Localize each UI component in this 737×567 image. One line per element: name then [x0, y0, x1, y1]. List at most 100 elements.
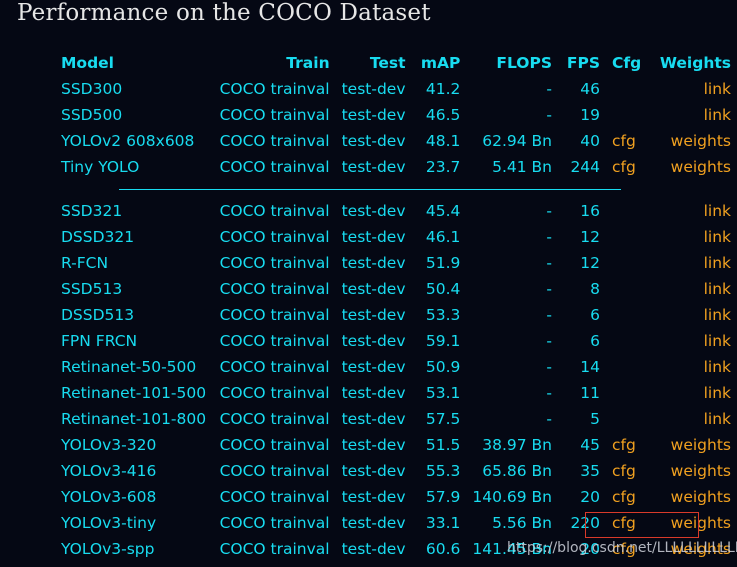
fps-cell: 5: [590, 410, 601, 428]
train-cell: COCO trainval: [219, 306, 330, 324]
cfg-link: [606, 224, 654, 250]
weights-link[interactable]: weights: [670, 488, 731, 506]
map-cell: 50.9: [425, 358, 461, 376]
table-row: Retinanet-101-500 COCO trainval test-dev 53…: [55, 380, 737, 406]
header-weights: Weights: [659, 54, 731, 72]
map-cell: 41.2: [425, 80, 461, 98]
weights-link[interactable]: weights: [670, 462, 731, 480]
map-cell: 46.5: [425, 106, 461, 124]
flops-cell: 38.97 Bn: [482, 436, 553, 454]
flops-cell: 5.41 Bn: [492, 158, 553, 176]
map-cell: 51.9: [425, 254, 461, 272]
weights-link[interactable]: weights: [670, 514, 731, 532]
train-cell: COCO trainval: [219, 106, 330, 124]
flops-cell: 65.86 Bn: [482, 462, 553, 480]
cfg-link: [606, 198, 654, 224]
fps-cell: 46: [580, 80, 601, 98]
cfg-link[interactable]: cfg: [612, 488, 636, 506]
train-cell: COCO trainval: [219, 358, 330, 376]
separator-line: [119, 188, 621, 190]
test-cell: test-dev: [341, 80, 406, 98]
model-cell: FPN FRCN: [61, 332, 138, 350]
train-cell: COCO trainval: [219, 80, 330, 98]
flops-cell: 5.56 Bn: [492, 514, 553, 532]
train-cell: COCO trainval: [219, 410, 330, 428]
test-cell: test-dev: [341, 132, 406, 150]
flops-cell: 141.45 Bn: [472, 540, 553, 558]
weights-link[interactable]: weights: [670, 132, 731, 150]
train-cell: COCO trainval: [219, 132, 330, 150]
map-cell: 50.4: [425, 280, 461, 298]
weights-link[interactable]: link: [703, 228, 731, 246]
train-cell: COCO trainval: [219, 254, 330, 272]
weights-link[interactable]: link: [703, 306, 731, 324]
flops-cell: -: [546, 384, 553, 402]
table-header-row: Model Train Test mAP FLOPS FPS Cfg Weigh…: [55, 50, 737, 76]
train-cell: COCO trainval: [219, 514, 330, 532]
flops-cell: 62.94 Bn: [482, 132, 553, 150]
map-cell: 46.1: [425, 228, 461, 246]
weights-link[interactable]: link: [703, 106, 731, 124]
test-cell: test-dev: [341, 228, 406, 246]
table-row: YOLOv3-tiny COCO trainval test-dev 33.1 5.56…: [55, 510, 737, 536]
test-cell: test-dev: [341, 280, 406, 298]
header-fps: FPS: [566, 54, 601, 72]
weights-link[interactable]: link: [703, 384, 731, 402]
train-cell: COCO trainval: [219, 280, 330, 298]
cfg-link[interactable]: cfg: [612, 514, 636, 532]
weights-link[interactable]: link: [703, 280, 731, 298]
flops-cell: -: [546, 202, 553, 220]
cfg-link: [606, 406, 654, 432]
weights-link[interactable]: link: [703, 80, 731, 98]
table-row: Tiny YOLO COCO trainval test-dev 23.7 5.41 B…: [55, 154, 737, 180]
fps-cell: 11: [580, 384, 601, 402]
train-cell: COCO trainval: [219, 436, 330, 454]
weights-link[interactable]: weights: [670, 436, 731, 454]
weights-link[interactable]: link: [703, 254, 731, 272]
test-cell: test-dev: [341, 384, 406, 402]
flops-cell: -: [546, 254, 553, 272]
header-map: mAP: [420, 54, 461, 72]
weights-link[interactable]: link: [703, 202, 731, 220]
table-row: YOLOv3-320 COCO trainval test-dev 51.5 38.97…: [55, 432, 737, 458]
test-cell: test-dev: [341, 410, 406, 428]
test-cell: test-dev: [341, 106, 406, 124]
model-cell: Retinanet-101-800: [61, 410, 207, 428]
performance-table: Model Train Test mAP FLOPS FPS Cfg Weigh…: [55, 50, 737, 562]
cfg-link: [606, 380, 654, 406]
table-row: R-FCN COCO trainval test-dev 51.9 - 12 link: [55, 250, 737, 276]
map-cell: 45.4: [425, 202, 461, 220]
model-cell: SSD300: [61, 80, 123, 98]
table-row: YOLOv2 608x608 COCO trainval test-dev 48.1 6…: [55, 128, 737, 154]
fps-cell: 12: [580, 228, 601, 246]
cfg-link[interactable]: cfg: [612, 436, 636, 454]
cfg-link[interactable]: cfg: [612, 540, 636, 558]
weights-link[interactable]: link: [703, 358, 731, 376]
model-cell: SSD500: [61, 106, 123, 124]
weights-link[interactable]: weights: [670, 540, 731, 558]
train-cell: COCO trainval: [219, 332, 330, 350]
cfg-link[interactable]: cfg: [612, 462, 636, 480]
cfg-link: [606, 328, 654, 354]
cfg-link: [606, 250, 654, 276]
cfg-link[interactable]: cfg: [612, 158, 636, 176]
table-row: YOLOv3-608 COCO trainval test-dev 57.9 140.6…: [55, 484, 737, 510]
cfg-link[interactable]: cfg: [612, 132, 636, 150]
fps-cell: 244: [570, 158, 601, 176]
header-cfg: Cfg: [612, 54, 642, 72]
weights-link[interactable]: weights: [670, 158, 731, 176]
table-row: Retinanet-50-500 COCO trainval test-dev 50.…: [55, 354, 737, 380]
header-flops: FLOPS: [496, 54, 553, 72]
map-cell: 23.7: [425, 158, 461, 176]
weights-link[interactable]: link: [703, 410, 731, 428]
model-cell: Retinanet-101-500: [61, 384, 207, 402]
model-cell: YOLOv3-416: [61, 462, 157, 480]
table-row: DSSD321 COCO trainval test-dev 46.1 - 12 link: [55, 224, 737, 250]
table-row: YOLOv3-416 COCO trainval test-dev 55.3 65.86…: [55, 458, 737, 484]
table-row: SSD321 COCO trainval test-dev 45.4 - 16 link: [55, 198, 737, 224]
page-title: Performance on the COCO Dataset: [17, 0, 431, 26]
separator-cell: [55, 180, 737, 198]
weights-link[interactable]: link: [703, 332, 731, 350]
map-cell: 53.3: [425, 306, 461, 324]
table-body: SSD300 COCO trainval test-dev 41.2 - 46 link SS…: [55, 76, 737, 562]
